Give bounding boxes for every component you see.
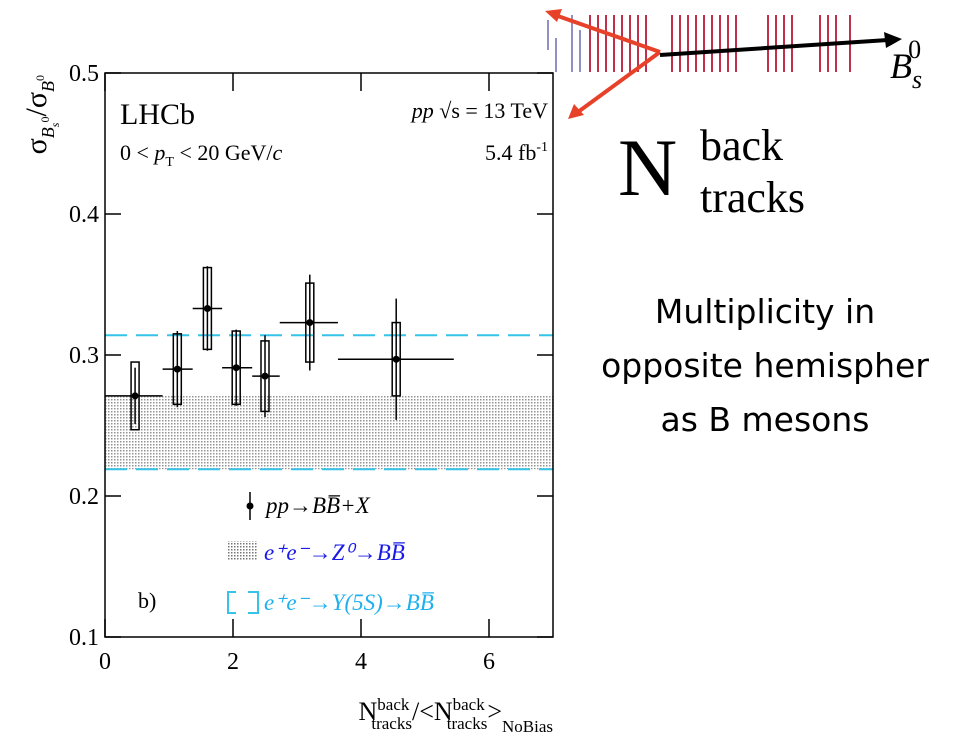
description-line: Multiplicity in <box>655 292 875 331</box>
syst-box <box>391 321 401 397</box>
pt-part: 0 < <box>120 140 154 165</box>
particle-sub: s <box>912 65 922 94</box>
pt-part: p <box>152 140 165 165</box>
point <box>232 364 240 372</box>
legend-label: e⁺e⁻→Z⁰→BB̅ <box>264 540 406 565</box>
x-label-part: > <box>487 697 502 726</box>
legend-label: pp→BB̅+X <box>264 493 371 518</box>
x-label-part: tracks <box>447 714 488 733</box>
energy: pp √s = 13 TeV <box>410 98 548 123</box>
variable-sup: back <box>700 121 783 170</box>
y-tick-label: 0.3 <box>69 343 99 369</box>
point <box>306 319 314 327</box>
syst-box <box>172 333 183 406</box>
x-axis-label: Nback tracks/<Nback tracks>NoBias <box>359 695 554 736</box>
x-tick-label: 2 <box>227 649 239 675</box>
variable-sub: tracks <box>700 173 805 222</box>
lumi-part: -1 <box>536 140 548 155</box>
x-tick-label: 4 <box>355 649 367 675</box>
x-label-part: NoBias <box>502 717 553 736</box>
band <box>105 394 553 470</box>
point <box>203 304 211 312</box>
y-label-part: 0 <box>38 117 52 123</box>
particle-label: Bs0 <box>890 35 922 94</box>
pt-part: T <box>165 155 174 170</box>
syst-box <box>130 361 140 431</box>
x-label-part: back <box>377 695 410 714</box>
y-label-part: 0 <box>33 75 47 81</box>
particle-name: B <box>890 46 912 86</box>
pt-range: 0 < pT < 20 GeV/c <box>120 140 283 170</box>
legend-swatch <box>228 541 258 561</box>
legend-label: e⁺e⁻→Υ(5S)→BB̅ <box>264 590 435 615</box>
syst-box <box>202 266 213 351</box>
y-label-part: B <box>38 127 58 138</box>
point <box>131 392 139 400</box>
variable-n: N <box>618 122 677 213</box>
x-tick-label: 0 <box>99 649 111 675</box>
energy-part: pp <box>410 98 434 123</box>
point <box>261 372 269 380</box>
y-tick-label: 0.5 <box>69 61 99 87</box>
legend-marker <box>246 502 254 510</box>
y-tick-label: 0.4 <box>69 202 99 228</box>
y-label-part: /σ <box>20 92 53 117</box>
x-label-part: tracks <box>371 714 412 733</box>
luminosity: 5.4 fb-1 <box>485 140 548 165</box>
syst-box <box>231 330 241 406</box>
x-label-part: /<N <box>412 697 453 726</box>
y-tick-label: 0.1 <box>69 625 99 651</box>
particle-sup: 0 <box>908 35 921 64</box>
x-label-part: N <box>359 697 378 726</box>
x-tick-label: 6 <box>483 649 495 675</box>
lumi-part: 5.4 fb <box>485 140 536 165</box>
syst-box <box>305 282 315 363</box>
energy-part: √s = 13 TeV <box>434 98 548 123</box>
pt-part: c <box>273 140 283 165</box>
experiment: LHCb <box>120 98 195 131</box>
description-line: as B mesons <box>661 400 870 439</box>
y-label-part: s <box>48 122 62 127</box>
y-axis-label: σBs0/σB0 <box>20 75 62 154</box>
y-label-part: σ <box>20 138 53 154</box>
syst-box <box>260 340 270 413</box>
variable-label: N <box>618 122 677 213</box>
y-tick-label: 0.2 <box>69 484 99 510</box>
panel-label: b) <box>138 588 156 613</box>
point <box>392 355 400 363</box>
legend-swatch <box>227 591 259 614</box>
description-line: opposite hemispher <box>601 346 929 385</box>
point <box>173 365 181 373</box>
x-label-part: back <box>453 695 486 714</box>
pt-part: < 20 GeV/ <box>174 140 273 165</box>
y-label-part: B <box>38 81 58 92</box>
event-sketch <box>545 9 902 119</box>
